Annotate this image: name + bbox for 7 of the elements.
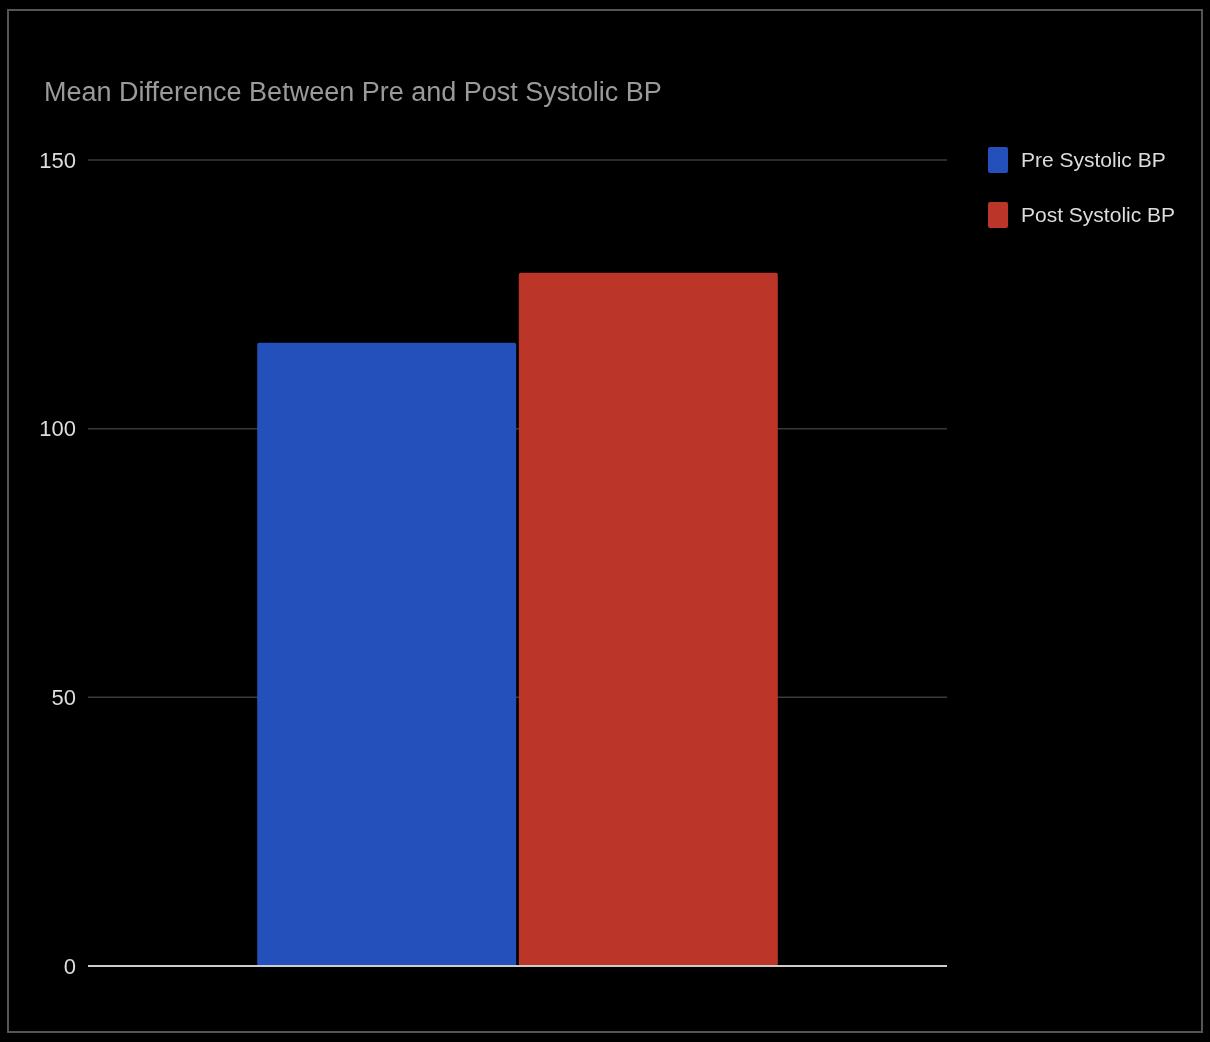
y-tick-label: 150 [39, 147, 76, 173]
legend-label: Post Systolic BP [1021, 203, 1176, 227]
legend-label: Pre Systolic BP [1021, 148, 1166, 172]
y-tick-label: 100 [39, 416, 76, 442]
y-tick-label: 50 [51, 685, 76, 711]
chart-title: Mean Difference Between Pre and Post Systolic BP [44, 77, 662, 107]
y-tick-label: 0 [63, 953, 76, 979]
